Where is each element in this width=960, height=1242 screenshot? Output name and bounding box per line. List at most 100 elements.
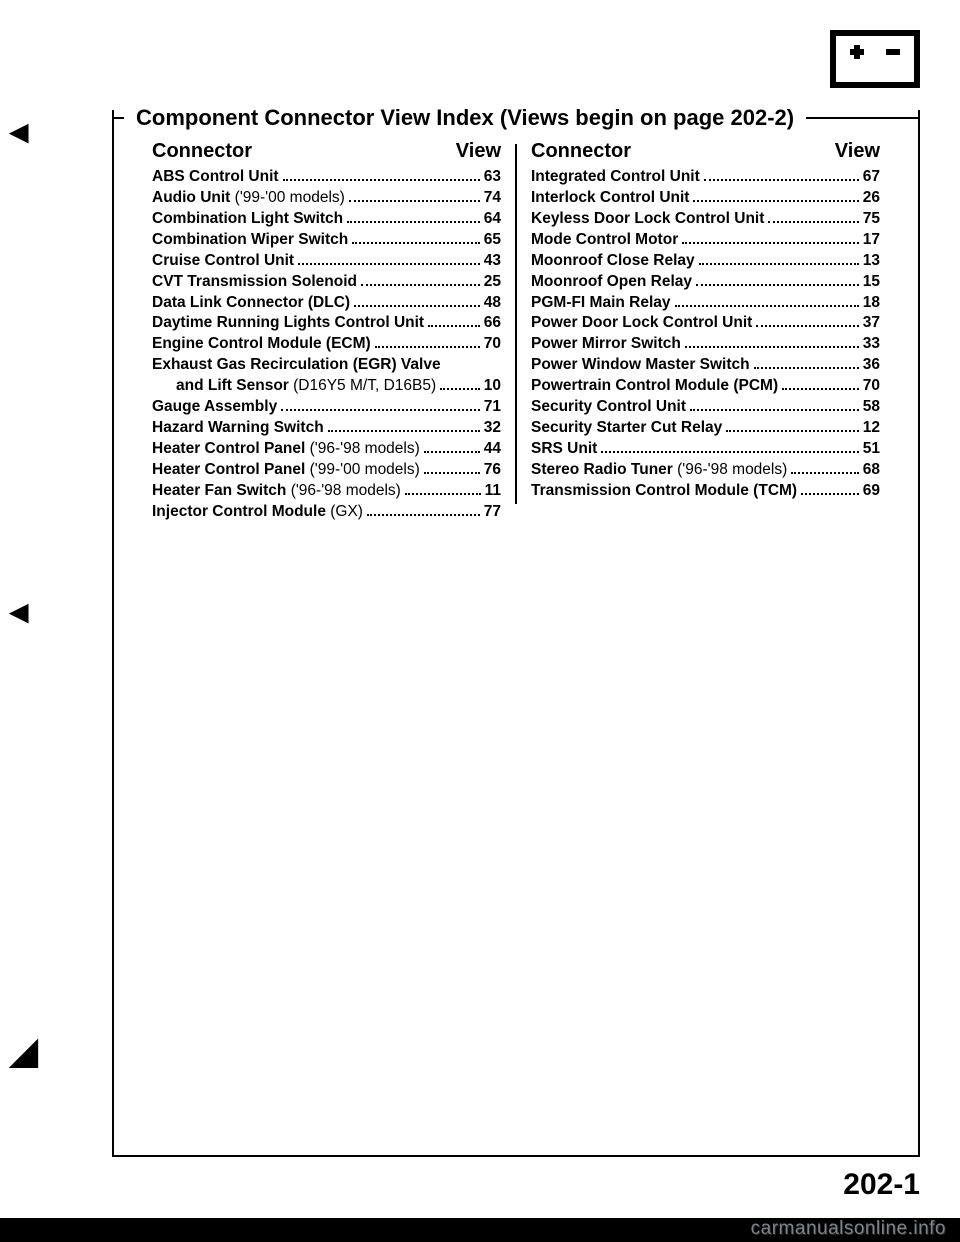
entry-label: Keyless Door Lock Control Unit (531, 209, 764, 230)
page-number: 202-1 (843, 1168, 920, 1202)
entry-page: 43 (484, 251, 501, 272)
leader-dots (375, 346, 480, 348)
index-entry: Keyless Door Lock Control Unit 75 (531, 209, 880, 230)
header-view: View (835, 140, 880, 163)
leader-dots (367, 514, 480, 516)
entry-label: ABS Control Unit (152, 167, 279, 188)
leader-dots (361, 284, 480, 286)
entry-label: Moonroof Open Relay (531, 272, 692, 293)
leader-dots (424, 451, 480, 453)
index-entry: Moonroof Close Relay13 (531, 251, 880, 272)
entry-label: Power Mirror Switch (531, 334, 681, 355)
index-entry: ABS Control Unit 63 (152, 167, 501, 188)
leader-dots (756, 325, 858, 327)
leader-dots (354, 305, 480, 307)
entry-page: 33 (863, 334, 880, 355)
entry-paren: (GX) (330, 503, 363, 520)
leader-dots (704, 179, 859, 181)
entry-paren: ('99-'00 models) (235, 189, 345, 206)
index-entry: Security Starter Cut Relay 12 (531, 418, 880, 439)
watermark-text: carmanualsonline.info (751, 1218, 946, 1240)
entry-page: 10 (484, 376, 501, 397)
manual-page: ◂ ◂ ◢ Component Connector View Index (Vi… (0, 0, 960, 1242)
index-entry: Cruise Control Unit 43 (152, 251, 501, 272)
index-entry: CVT Transmission Solenoid25 (152, 272, 501, 293)
leader-dots (682, 242, 859, 244)
left-list: ABS Control Unit63Audio Unit ('99-'00 mo… (152, 167, 501, 523)
leader-dots (352, 242, 480, 244)
index-entry: Mode Control Motor17 (531, 230, 880, 251)
entry-page: 44 (484, 439, 501, 460)
header-view: View (456, 140, 501, 163)
leader-dots (690, 409, 859, 411)
entry-page: 15 (863, 272, 880, 293)
index-entry: Power Window Master Switch36 (531, 355, 880, 376)
entry-label: Interlock Control Unit (531, 188, 689, 209)
index-entry: Data Link Connector (DLC)48 (152, 293, 501, 314)
entry-page: 64 (484, 209, 501, 230)
right-column: Connector View Integrated Control Unit67… (517, 140, 894, 523)
index-entry: Combination Light Switch 64 (152, 209, 501, 230)
leader-dots (405, 493, 481, 495)
index-entry: Daytime Running Lights Control Unit66 (152, 313, 501, 334)
entry-page: 77 (484, 502, 501, 523)
index-entry: Integrated Control Unit67 (531, 167, 880, 188)
entry-page: 12 (863, 418, 880, 439)
index-entry: Gauge Assembly71 (152, 397, 501, 418)
entry-page: 68 (863, 460, 880, 481)
entry-label: Heater Fan Switch ('96-'98 models) (152, 481, 401, 502)
header-connector: Connector (152, 140, 252, 163)
entry-label: Heater Control Panel ('96-'98 models) (152, 439, 420, 460)
entry-label: Combination Light Switch (152, 209, 343, 230)
index-entry: Moonroof Open Relay 15 (531, 272, 880, 293)
entry-label: Powertrain Control Module (PCM) (531, 376, 778, 397)
leader-dots (675, 305, 859, 307)
entry-page: 25 (484, 272, 501, 293)
index-entry: Powertrain Control Module (PCM)70 (531, 376, 880, 397)
index-entry: Combination Wiper Switch65 (152, 230, 501, 251)
leader-dots (801, 493, 859, 495)
leader-dots (754, 367, 859, 369)
header-connector: Connector (531, 140, 631, 163)
leader-dots (349, 200, 480, 202)
column-header: Connector View (531, 140, 880, 163)
entry-label: Injector Control Module (GX) (152, 502, 363, 523)
entry-page: 70 (484, 334, 501, 355)
leader-dots (328, 430, 480, 432)
entry-label: and Lift Sensor (D16Y5 M/T, D16B5) (176, 376, 436, 397)
leader-dots (424, 472, 480, 474)
entry-page: 37 (863, 313, 880, 334)
leader-dots (768, 221, 858, 223)
index-entry: Security Control Unit 58 (531, 397, 880, 418)
entry-page: 65 (484, 230, 501, 251)
columns: Connector View ABS Control Unit63Audio U… (114, 110, 918, 543)
left-column: Connector View ABS Control Unit63Audio U… (138, 140, 515, 523)
leader-dots (298, 263, 480, 265)
entry-page: 48 (484, 293, 501, 314)
leader-dots (283, 179, 480, 181)
index-entry: Injector Control Module (GX) 77 (152, 502, 501, 523)
index-entry: Hazard Warning Switch32 (152, 418, 501, 439)
entry-page: 75 (863, 209, 880, 230)
entry-label: Security Control Unit (531, 397, 686, 418)
leader-dots (440, 388, 480, 390)
column-header: Connector View (152, 140, 501, 163)
entry-page: 18 (863, 293, 880, 314)
entry-label: Audio Unit ('99-'00 models) (152, 188, 345, 209)
index-entry: Audio Unit ('99-'00 models)74 (152, 188, 501, 209)
entry-page: 58 (863, 397, 880, 418)
marker-icon: ◂ (10, 110, 28, 152)
index-entry: Power Mirror Switch 33 (531, 334, 880, 355)
entry-page: 26 (863, 188, 880, 209)
entry-label: Security Starter Cut Relay (531, 418, 722, 439)
entry-label: Exhaust Gas Recirculation (EGR) Valve (152, 355, 441, 376)
entry-label: PGM-FI Main Relay (531, 293, 671, 314)
entry-label: Cruise Control Unit (152, 251, 294, 272)
leader-dots (347, 221, 480, 223)
entry-page: 51 (863, 439, 880, 460)
entry-label: Hazard Warning Switch (152, 418, 324, 439)
entry-page: 63 (484, 167, 501, 188)
entry-page: 76 (484, 460, 501, 481)
leader-dots (281, 409, 480, 411)
leader-dots (696, 284, 859, 286)
